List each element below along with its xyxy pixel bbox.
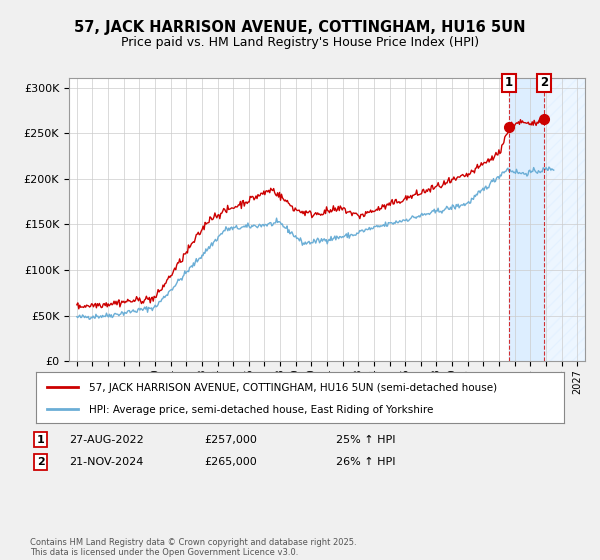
Bar xyxy=(544,78,585,361)
Text: 27-AUG-2022: 27-AUG-2022 xyxy=(69,435,144,445)
Text: 1: 1 xyxy=(37,435,44,445)
Text: 25% ↑ HPI: 25% ↑ HPI xyxy=(336,435,395,445)
Text: £257,000: £257,000 xyxy=(204,435,257,445)
Text: £265,000: £265,000 xyxy=(204,457,257,467)
Text: 21-NOV-2024: 21-NOV-2024 xyxy=(69,457,143,467)
Text: HPI: Average price, semi-detached house, East Riding of Yorkshire: HPI: Average price, semi-detached house,… xyxy=(89,405,433,415)
Text: 2: 2 xyxy=(37,457,44,467)
Text: Contains HM Land Registry data © Crown copyright and database right 2025.
This d: Contains HM Land Registry data © Crown c… xyxy=(30,538,356,557)
Bar xyxy=(509,78,544,361)
Text: 57, JACK HARRISON AVENUE, COTTINGHAM, HU16 5UN: 57, JACK HARRISON AVENUE, COTTINGHAM, HU… xyxy=(74,20,526,35)
Text: 57, JACK HARRISON AVENUE, COTTINGHAM, HU16 5UN (semi-detached house): 57, JACK HARRISON AVENUE, COTTINGHAM, HU… xyxy=(89,382,497,393)
Text: Price paid vs. HM Land Registry's House Price Index (HPI): Price paid vs. HM Land Registry's House … xyxy=(121,36,479,49)
Text: 2: 2 xyxy=(540,77,548,90)
Text: 1: 1 xyxy=(505,77,513,90)
Text: 26% ↑ HPI: 26% ↑ HPI xyxy=(336,457,395,467)
